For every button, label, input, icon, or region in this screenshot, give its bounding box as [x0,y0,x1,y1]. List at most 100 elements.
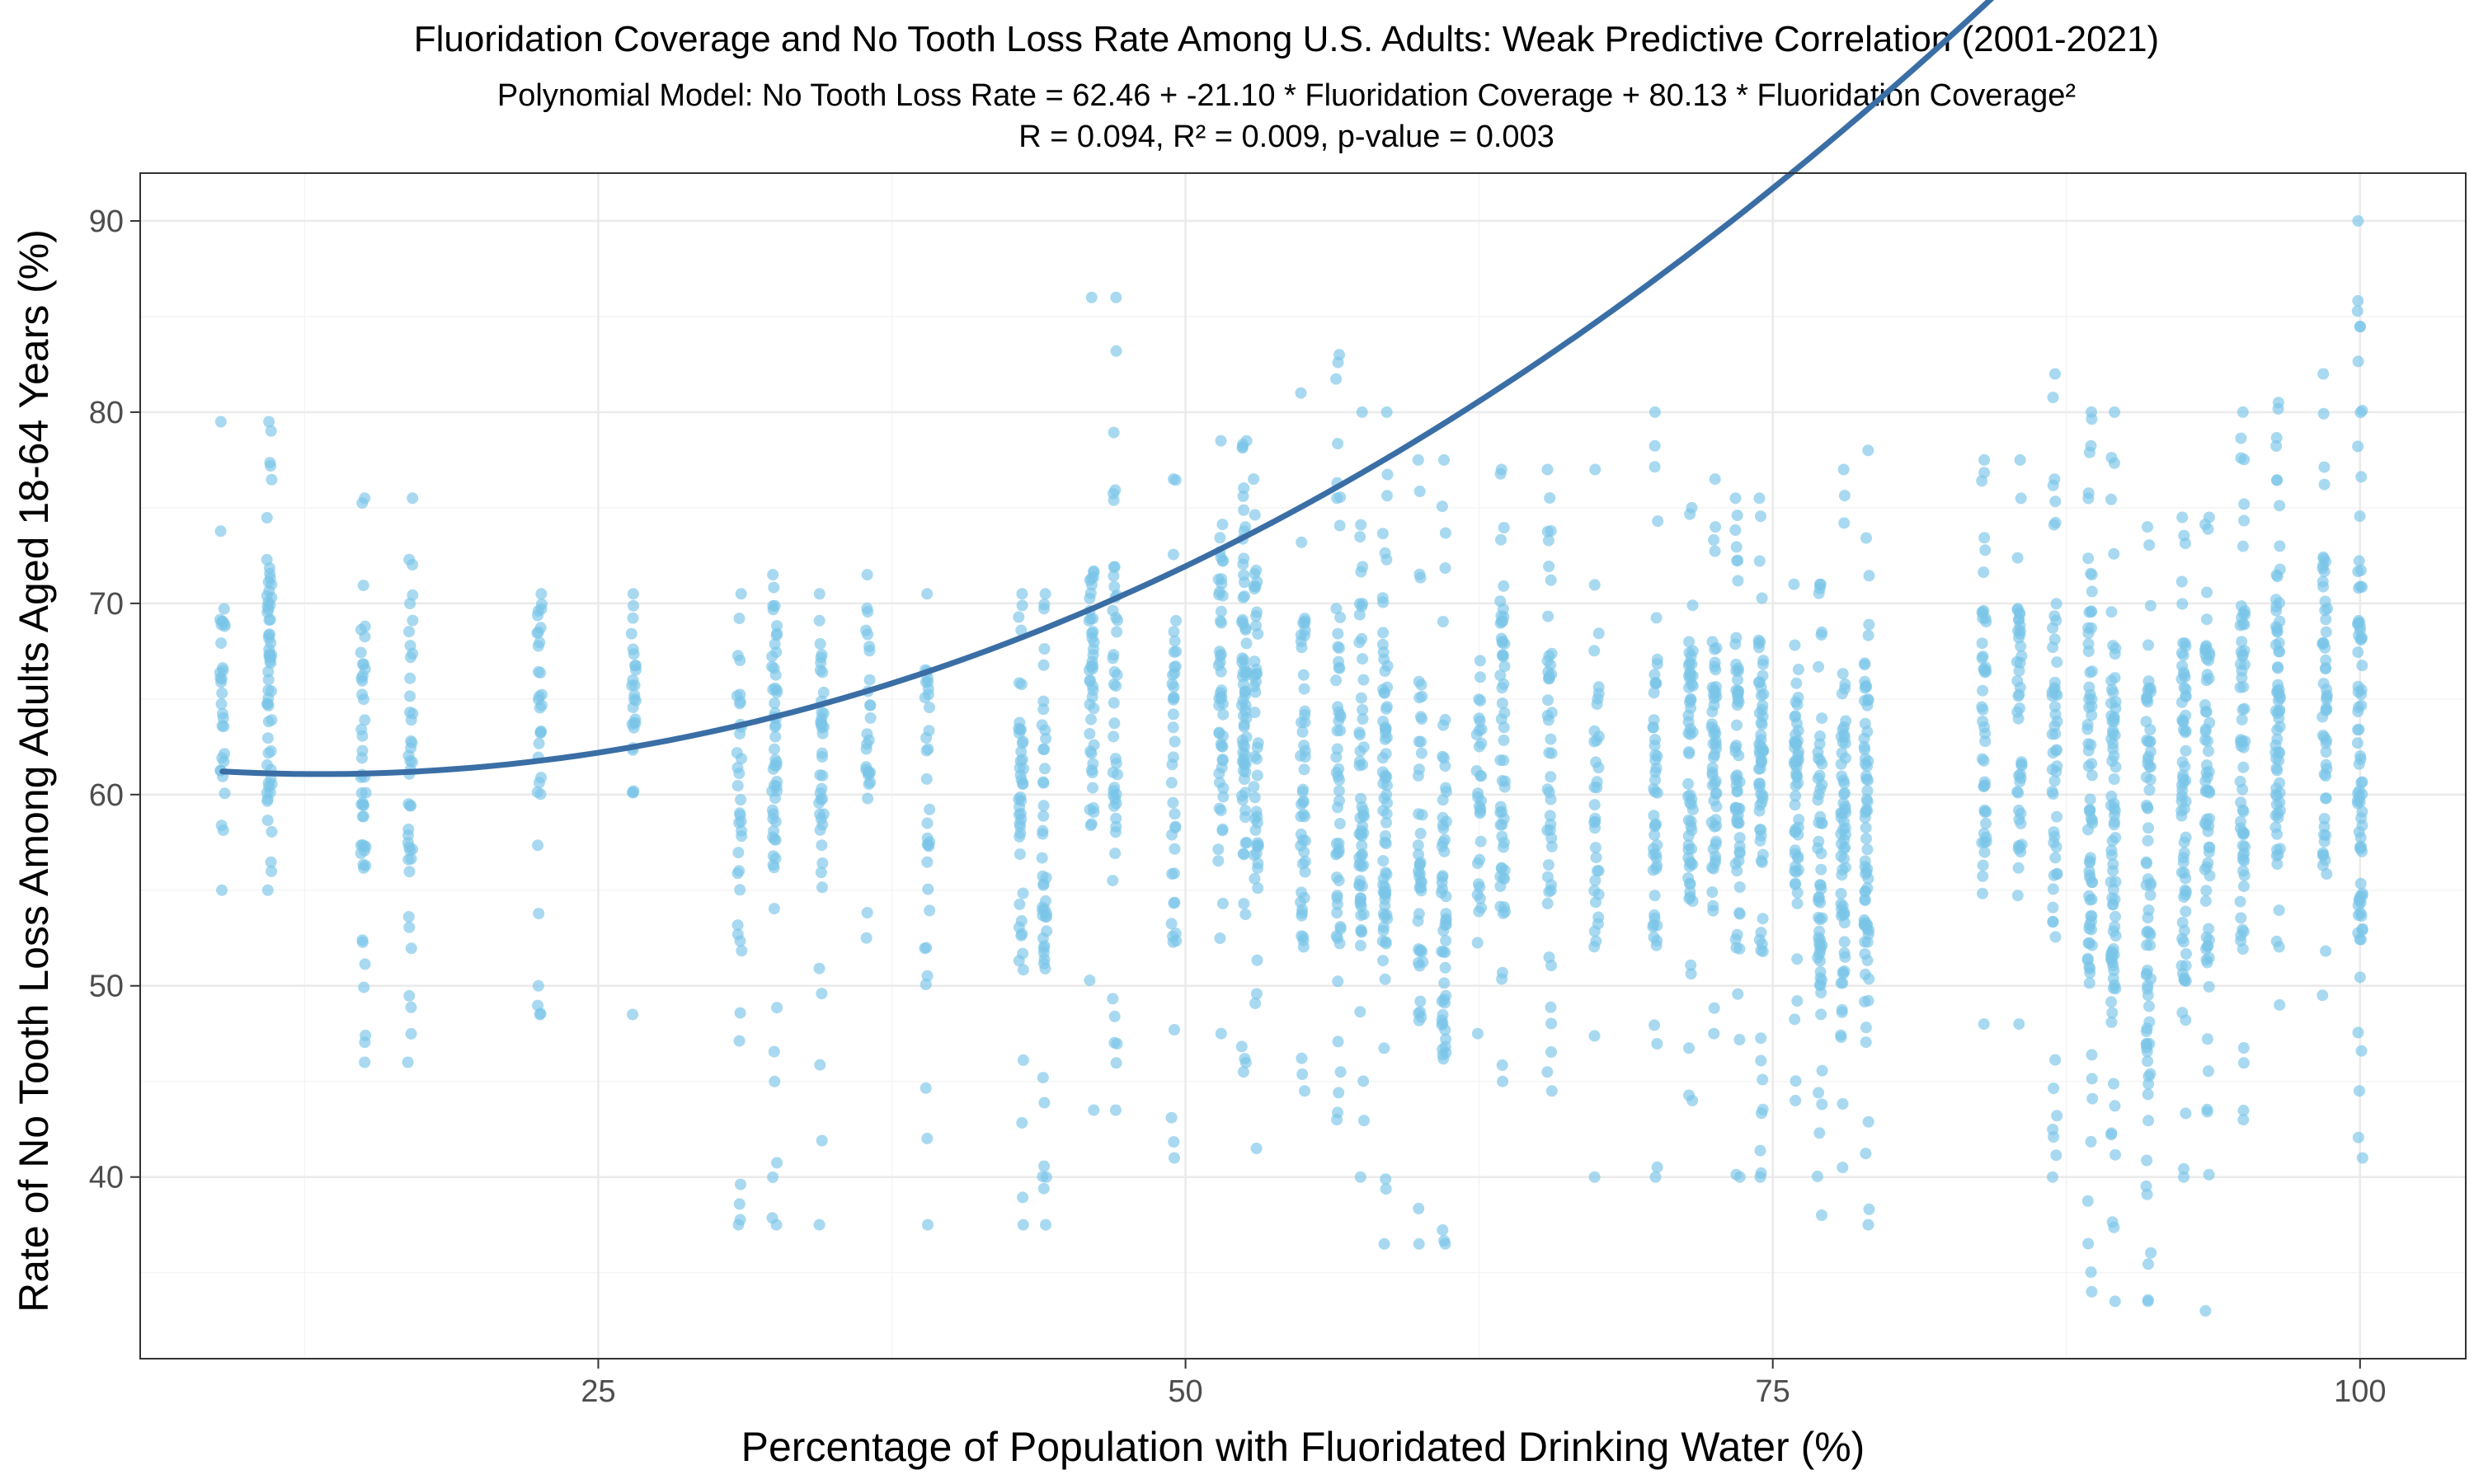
data-point [215,676,228,688]
data-point [1789,799,1801,811]
data-point [1471,937,1484,949]
data-point [2011,655,2023,668]
data-point [533,690,545,702]
data-point [1016,737,1028,749]
data-point [2199,1305,2212,1317]
data-point [1111,669,1123,681]
data-point [1494,801,1507,813]
data-point [2086,585,2098,598]
data-point [861,738,873,750]
data-point [1475,737,1488,749]
data-point [1592,762,1605,774]
data-point [1087,684,1099,697]
data-point [1239,576,1250,589]
data-point [1815,987,1827,999]
data-point [261,795,274,807]
data-point [2109,761,2122,773]
data-point [2180,1107,2192,1120]
data-point [1249,998,1262,1009]
data-point [1862,629,1874,641]
data-point [2271,684,2284,697]
data-point [1357,713,1369,725]
data-point [814,824,826,836]
data-point [1107,993,1119,1005]
data-point [2353,723,2365,735]
data-point [2237,1057,2250,1069]
data-point [1216,519,1229,531]
data-point [2086,1285,2098,1298]
data-point [1709,660,1721,673]
data-point [1473,693,1485,706]
data-point [405,942,417,955]
data-point [2107,858,2119,871]
data-point [1592,865,1605,877]
data-point [1167,708,1179,721]
data-point [1791,698,1804,711]
data-point [1357,704,1369,716]
data-point [1475,902,1488,914]
data-point [2050,744,2062,757]
data-point [2271,724,2284,736]
data-point [731,762,744,774]
data-point [816,747,828,759]
data-point [2084,962,2096,974]
y-tick-label: 70 [89,587,124,622]
data-point [2105,849,2118,862]
data-point [767,603,779,616]
data-point [1354,829,1366,841]
data-point [2050,1149,2062,1162]
data-point [1238,898,1250,910]
data-point [2011,890,2024,902]
data-point [1732,689,1743,702]
data-point [1590,852,1602,864]
data-point [2143,784,2156,796]
data-point [1543,650,1555,662]
data-point [1590,896,1602,909]
data-point [2316,849,2329,862]
data-point [1978,467,1991,479]
data-point [1036,852,1048,864]
data-point [1239,805,1252,816]
data-point [734,809,746,821]
data-point [815,813,827,825]
data-point [2049,931,2062,943]
data-point [2237,761,2250,773]
data-point [2352,440,2364,453]
data-point [261,697,274,710]
data-point [1037,946,1050,959]
data-point [1978,453,1991,466]
data-point [1732,988,1744,1000]
data-point [2050,841,2062,853]
data-point [1978,604,1990,617]
data-point [2014,625,2026,637]
data-point [1380,788,1393,801]
data-point [2109,1100,2121,1112]
data-point [2269,594,2282,606]
data-point [1475,835,1487,848]
data-point [1754,799,1766,811]
data-point [2318,461,2331,473]
data-point [1730,774,1743,787]
data-point [1588,645,1601,657]
data-point [1333,1087,1345,1099]
data-point [1472,791,1484,803]
data-point [2108,819,2120,831]
data-point [1980,805,1992,818]
data-point [1474,655,1486,667]
data-point [1299,751,1311,763]
data-point [1238,552,1250,565]
data-point [1682,830,1695,842]
data-point [1250,1142,1263,1154]
data-point [219,618,231,631]
data-point [1706,762,1719,774]
data-point [1757,913,1769,925]
data-point [1217,708,1230,721]
data-point [1248,473,1260,486]
data-point [1108,649,1120,661]
data-point [1169,1024,1180,1036]
data-point [533,777,545,789]
data-point [1238,848,1250,861]
data-point [2083,977,2095,989]
data-point [2269,740,2282,751]
data-point [531,786,543,798]
